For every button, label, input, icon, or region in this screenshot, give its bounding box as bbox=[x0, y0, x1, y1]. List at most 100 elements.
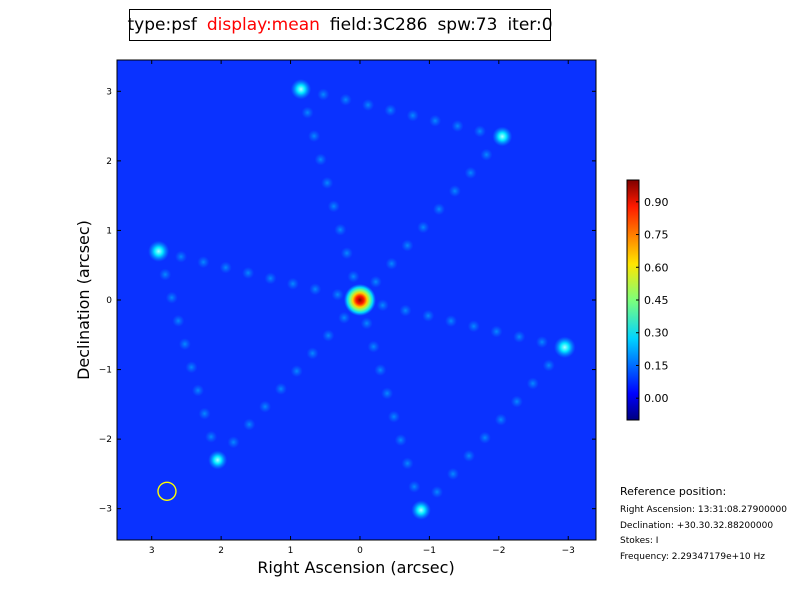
sidelobe-blob bbox=[448, 185, 461, 198]
psf-sidelobe-peak bbox=[290, 79, 312, 100]
sidelobe-blob bbox=[347, 270, 360, 283]
sidelobe-blob bbox=[290, 365, 303, 378]
sidelobe-blob bbox=[381, 387, 394, 400]
psf-image bbox=[148, 79, 576, 520]
title-type: type:psf bbox=[127, 15, 197, 35]
sidelobe-blob bbox=[526, 377, 539, 390]
colorbar-tick-label: 0.45 bbox=[644, 294, 669, 307]
sidelobe-blob bbox=[542, 359, 555, 372]
sidelobe-blob bbox=[408, 480, 421, 493]
sidelobe-blob bbox=[191, 384, 204, 397]
title-spw: spw:73 bbox=[437, 15, 498, 35]
reference-dec: Declination: +30.30.32.88200000 bbox=[620, 520, 774, 531]
reference-ra: Right Ascension: 13:31:08.27900000 bbox=[620, 505, 787, 515]
x-tick-label: −3 bbox=[562, 546, 575, 556]
sidelobe-blob bbox=[338, 311, 351, 324]
title-field: field:3C286 bbox=[329, 15, 428, 35]
psf-sidelobe-peak bbox=[492, 126, 513, 147]
sidelobe-blob bbox=[274, 382, 287, 395]
colorbar-ticks: 0.00 0.15 0.30 0.45 0.60 0.75 0.90 bbox=[636, 196, 669, 405]
reference-frequency: Frequency: 2.29347179e+10 Hz bbox=[620, 551, 766, 562]
colorbar-tick-label: 0.00 bbox=[644, 392, 669, 405]
sidelobe-blob bbox=[374, 364, 387, 377]
sidelobe-blob bbox=[422, 309, 435, 322]
sidelobe-blob bbox=[399, 304, 412, 317]
reference-position-panel: Reference position: Right Ascension: 13:… bbox=[620, 485, 798, 565]
y-tick-label: 0 bbox=[106, 296, 112, 306]
sidelobe-blob bbox=[321, 176, 334, 189]
sidelobe-blob bbox=[429, 114, 442, 127]
sidelobe-blob bbox=[259, 400, 272, 413]
sidelobe-blob bbox=[444, 315, 457, 328]
sidelobe-blob bbox=[205, 430, 218, 443]
x-tick-label: −2 bbox=[492, 546, 505, 556]
sidelobe-blob bbox=[478, 431, 491, 444]
sidelobe-blob bbox=[384, 104, 397, 117]
y-tick-label: −3 bbox=[99, 505, 112, 515]
sidelobe-blob bbox=[480, 148, 493, 161]
sidelobe-blob bbox=[367, 340, 380, 353]
sidelobe-blob bbox=[401, 457, 414, 470]
x-tick-label: −1 bbox=[423, 546, 436, 556]
sidelobe-blob bbox=[431, 486, 444, 498]
sidelobe-blob bbox=[451, 120, 464, 133]
sidelobe-blob bbox=[264, 272, 277, 285]
plot-title-box: type:psf display:mean field:3C286 spw:73… bbox=[127, 9, 553, 41]
sidelobe-blob bbox=[464, 166, 477, 179]
sidelobe-blob bbox=[462, 449, 475, 462]
sidelobe-blob bbox=[490, 325, 503, 338]
x-tick-label: 0 bbox=[357, 546, 363, 556]
sidelobe-blob bbox=[286, 277, 299, 290]
sidelobe-blob bbox=[387, 410, 400, 423]
sidelobe-blob bbox=[473, 125, 486, 138]
sidelobe-blob bbox=[185, 361, 198, 374]
y-tick-label: 3 bbox=[106, 87, 112, 97]
x-tick-label: 2 bbox=[218, 546, 224, 556]
colorbar-tick-label: 0.75 bbox=[644, 229, 669, 242]
y-tick-label: 2 bbox=[106, 157, 112, 167]
sidelobe-blob bbox=[510, 395, 523, 408]
sidelobe-blob bbox=[308, 130, 321, 143]
sidelobe-blob bbox=[385, 257, 398, 270]
sidelobe-blob bbox=[327, 200, 340, 213]
x-axis-label: Right Ascension (arcsec) bbox=[257, 558, 454, 577]
x-tick-label: 3 bbox=[149, 546, 155, 556]
colorbar: 0.00 0.15 0.30 0.45 0.60 0.75 0.90 bbox=[626, 179, 669, 421]
region-circle-marker[interactable] bbox=[157, 481, 177, 502]
sidelobe-blob bbox=[314, 153, 327, 166]
sidelobe-blob bbox=[360, 317, 373, 330]
reference-stokes: Stokes: I bbox=[620, 536, 659, 546]
sidelobe-blob bbox=[406, 109, 419, 122]
sidelobe-blob bbox=[494, 413, 507, 426]
sidelobe-blob bbox=[197, 256, 210, 269]
psf-sidelobe-peak bbox=[148, 240, 170, 262]
colorbar-tick-label: 0.90 bbox=[644, 196, 669, 209]
title-display[interactable]: display:mean bbox=[206, 15, 320, 35]
sidelobe-blob bbox=[334, 223, 347, 236]
sidelobe-blob bbox=[301, 106, 314, 119]
sidelobe-blob bbox=[242, 266, 255, 279]
title-iter: iter:0 bbox=[507, 15, 553, 35]
psf-sidelobe-peak bbox=[411, 500, 431, 520]
sidelobe-blob bbox=[198, 407, 211, 420]
sidelobe-blob bbox=[172, 314, 185, 327]
sidelobe-blob bbox=[178, 338, 191, 351]
sidelobe-blob bbox=[394, 434, 407, 447]
y-axis-label: Declination (arcsec) bbox=[74, 220, 93, 380]
sidelobe-blob bbox=[322, 329, 335, 342]
sidelobe-blob bbox=[317, 88, 330, 101]
y-tick-label: 1 bbox=[106, 226, 112, 236]
sidelobe-blob bbox=[536, 336, 549, 349]
sidelobe-blob bbox=[417, 221, 430, 234]
sidelobe-blob bbox=[513, 330, 526, 343]
psf-main-peak bbox=[343, 284, 376, 316]
y-tick-label: −1 bbox=[99, 366, 112, 376]
psf-sidelobe-peak bbox=[208, 450, 228, 470]
sidelobe-blob bbox=[362, 98, 375, 111]
sidelobe-blob bbox=[227, 436, 240, 449]
colorbar-tick-label: 0.30 bbox=[644, 327, 669, 340]
sidelobe-blob bbox=[433, 203, 446, 216]
y-axis-ticks: 3 2 1 0 −1 −2 −3 bbox=[99, 87, 596, 515]
sidelobe-blob bbox=[243, 418, 256, 431]
